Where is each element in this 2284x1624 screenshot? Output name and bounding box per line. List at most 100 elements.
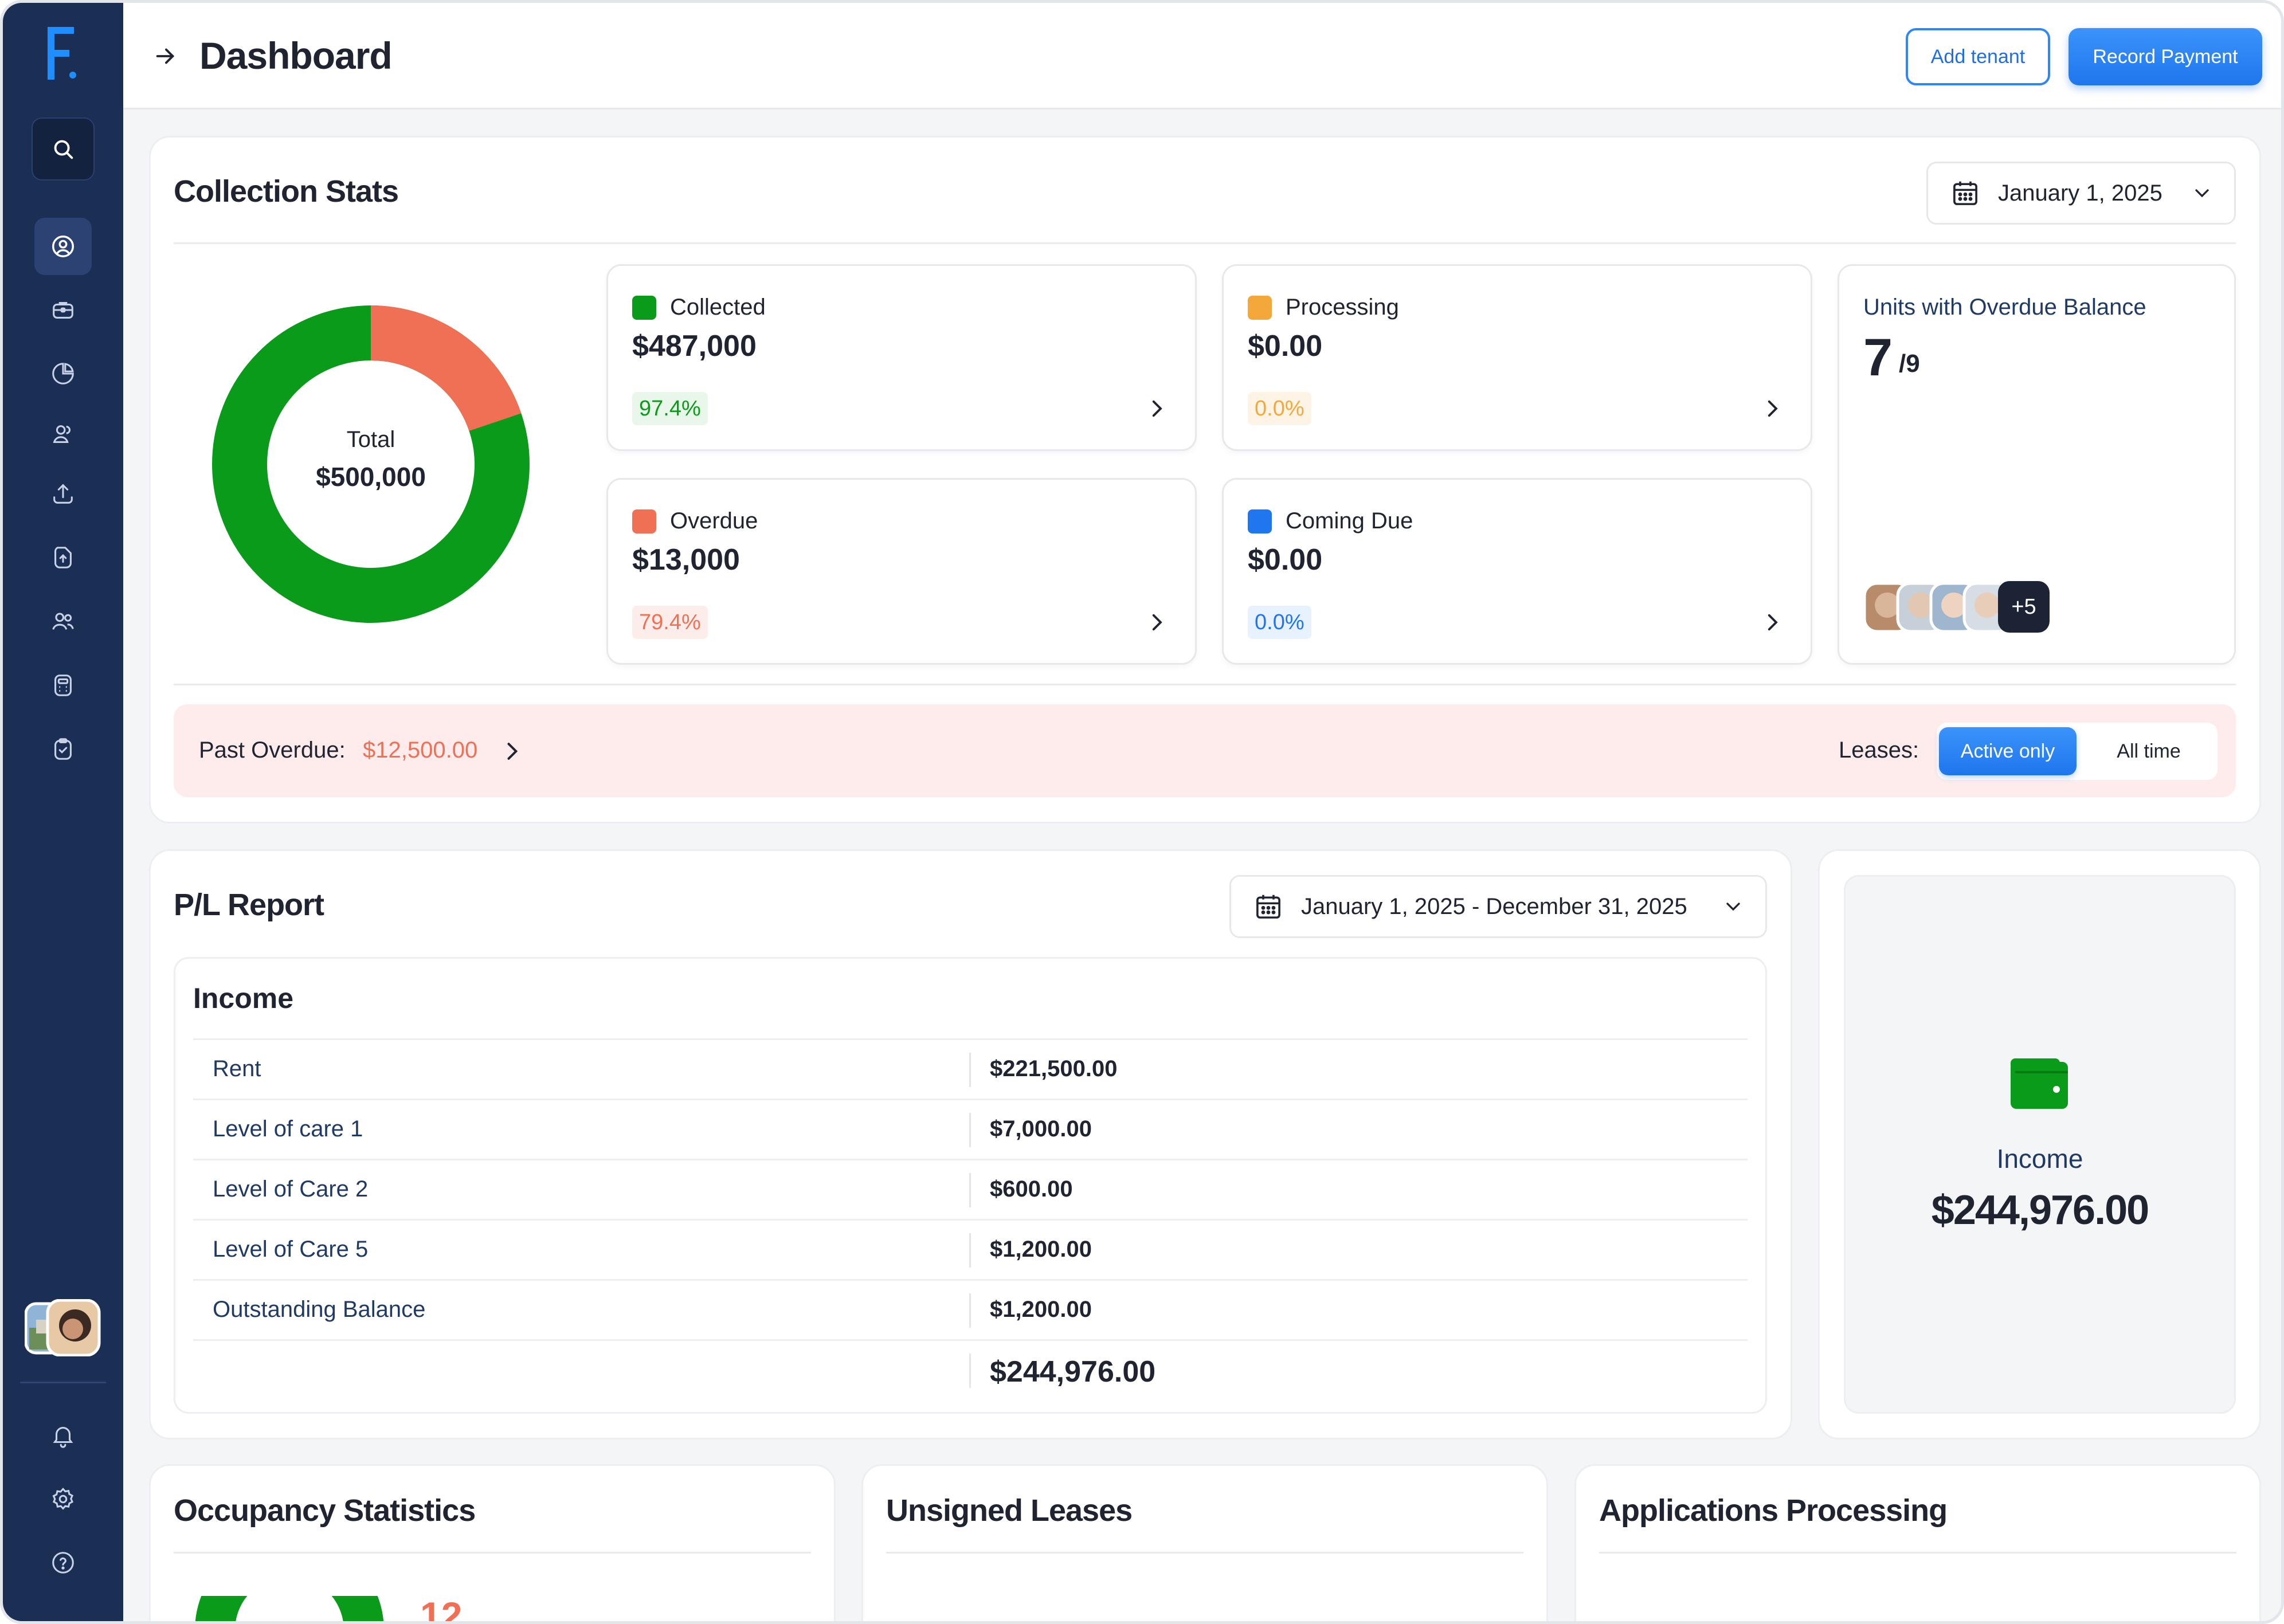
row-value: $1,200.00 (990, 1297, 1092, 1322)
gear-icon (52, 1488, 74, 1510)
pl-date-range-select[interactable]: January 1, 2025 - December 31, 2025 (1229, 875, 1767, 938)
toggle-active-only[interactable]: Active only (1939, 727, 2077, 775)
stat-value: $487,000 (632, 329, 757, 363)
income-summary-value: $244,976.00 (1931, 1187, 2149, 1233)
record-payment-button[interactable]: Record Payment (2068, 28, 2262, 85)
users-icon (53, 425, 71, 443)
nav-tasks[interactable] (34, 720, 92, 778)
collection-date-value: January 1, 2025 (1998, 180, 2162, 206)
chevron-right-icon[interactable] (1145, 397, 1169, 421)
past-overdue-label: Past Overdue: (199, 738, 346, 763)
table-row: Level of Care 5 $1,200.00 (193, 1219, 1748, 1279)
app-logo[interactable] (44, 25, 79, 82)
units-overdue-count: 7 (1863, 328, 1893, 387)
sidebar-divider (20, 1382, 106, 1383)
column-divider (969, 1173, 971, 1207)
nav-accounting[interactable] (34, 657, 92, 714)
collection-date-select[interactable]: January 1, 2025 (1926, 162, 2236, 225)
row-value: $1,200.00 (990, 1237, 1092, 1262)
nav-help[interactable] (34, 1534, 92, 1591)
upload-icon (53, 484, 73, 504)
resident-avatars (1863, 582, 2012, 633)
chevron-right-icon[interactable] (1145, 610, 1169, 634)
donut-center-value: $500,000 (316, 462, 426, 492)
table-total-row: $244,976.00 (193, 1339, 1748, 1402)
nav-residents[interactable] (34, 406, 92, 463)
column-divider (969, 1293, 971, 1328)
table-row: Outstanding Balance $1,200.00 (193, 1279, 1748, 1339)
calculator-icon (54, 674, 72, 696)
stat-collected[interactable]: Collected $487,000 97.4% (606, 264, 1197, 451)
chevron-right-icon[interactable] (1760, 610, 1784, 634)
nav-notifications[interactable] (34, 1407, 92, 1464)
stat-value: $0.00 (1248, 329, 1323, 363)
row-value: $600.00 (990, 1176, 1073, 1202)
nav-staff[interactable] (34, 593, 92, 650)
stat-overdue[interactable]: Overdue $13,000 79.4% (606, 478, 1197, 665)
divider (1599, 1552, 2236, 1554)
user-avatar[interactable] (24, 1299, 101, 1357)
nav-upload[interactable] (34, 465, 92, 523)
user-circle-icon (52, 236, 74, 257)
stat-coming-due[interactable]: Coming Due $0.00 0.0% (1222, 478, 1812, 665)
column-divider (969, 1113, 971, 1147)
briefcase-icon (53, 302, 73, 319)
past-overdue-value[interactable]: $12,500.00 (363, 738, 478, 763)
bell-icon (53, 1427, 73, 1448)
stat-percent-badge: 0.0% (1248, 392, 1311, 425)
nav-properties[interactable] (34, 281, 92, 339)
calendar-icon (1953, 181, 1977, 205)
stat-label: Overdue (670, 508, 758, 534)
donut-overdue-segment (212, 305, 530, 623)
help-icon (52, 1552, 74, 1574)
collection-donut-chart (212, 305, 530, 623)
income-table (174, 957, 1767, 1414)
column-divider (969, 1053, 971, 1087)
nav-documents[interactable] (34, 529, 92, 586)
more-avatars-badge[interactable]: +5 (1998, 581, 2050, 633)
leases-label: Leases: (1839, 738, 1919, 763)
occupancy-value: 12 (420, 1594, 463, 1624)
stat-label: Coming Due (1286, 508, 1413, 534)
units-overdue-label: Units with Overdue Balance (1863, 295, 2146, 320)
stat-percent-badge: 79.4% (632, 606, 708, 639)
stat-percent-badge: 97.4% (632, 392, 708, 425)
chevron-down-icon (2195, 189, 2209, 198)
sidebar (3, 3, 123, 1621)
column-divider (969, 1354, 971, 1388)
applications-card (1574, 1464, 2261, 1621)
legend-swatch (1248, 296, 1272, 320)
nav-settings[interactable] (34, 1470, 92, 1528)
chevron-down-icon (1726, 903, 1740, 911)
units-overdue-total: /9 (1899, 350, 1920, 378)
past-overdue-banner (174, 704, 2236, 797)
calendar-icon (1256, 895, 1280, 919)
page-title: Dashboard (199, 34, 393, 77)
row-label: Level of Care 2 (213, 1176, 369, 1202)
income-summary-panel (1844, 875, 2236, 1414)
row-label: Level of care 1 (213, 1116, 363, 1141)
divider (886, 1552, 1523, 1554)
toggle-all-time[interactable]: All time (2117, 740, 2181, 762)
nav-reports[interactable] (34, 345, 92, 402)
top-header: Dashboard Add tenant Record Payment (123, 3, 2281, 109)
chevron-right-icon[interactable] (499, 739, 524, 764)
table-row: Level of Care 2 $600.00 (193, 1159, 1748, 1219)
add-tenant-button[interactable]: Add tenant (1906, 28, 2050, 85)
search-button[interactable] (32, 117, 95, 181)
row-value: $221,500.00 (990, 1056, 1118, 1081)
income-summary-label: Income (1996, 1144, 2083, 1174)
legend-swatch (632, 509, 656, 534)
nav-profile[interactable] (34, 218, 92, 275)
leases-toggle: Active only All time (1937, 723, 2218, 780)
column-divider (969, 1233, 971, 1268)
stat-processing[interactable]: Processing $0.00 0.0% (1222, 264, 1812, 451)
stat-label: Processing (1286, 295, 1399, 320)
legend-swatch (1248, 509, 1272, 534)
document-upload-icon (54, 547, 72, 568)
units-overdue-card[interactable]: Units with Overdue Balance 7 /9 +5 (1838, 264, 2236, 665)
stat-percent-badge: 0.0% (1248, 606, 1311, 639)
arrow-right-icon[interactable] (152, 43, 178, 69)
chevron-right-icon[interactable] (1760, 397, 1784, 421)
stat-label: Collected (670, 295, 766, 320)
